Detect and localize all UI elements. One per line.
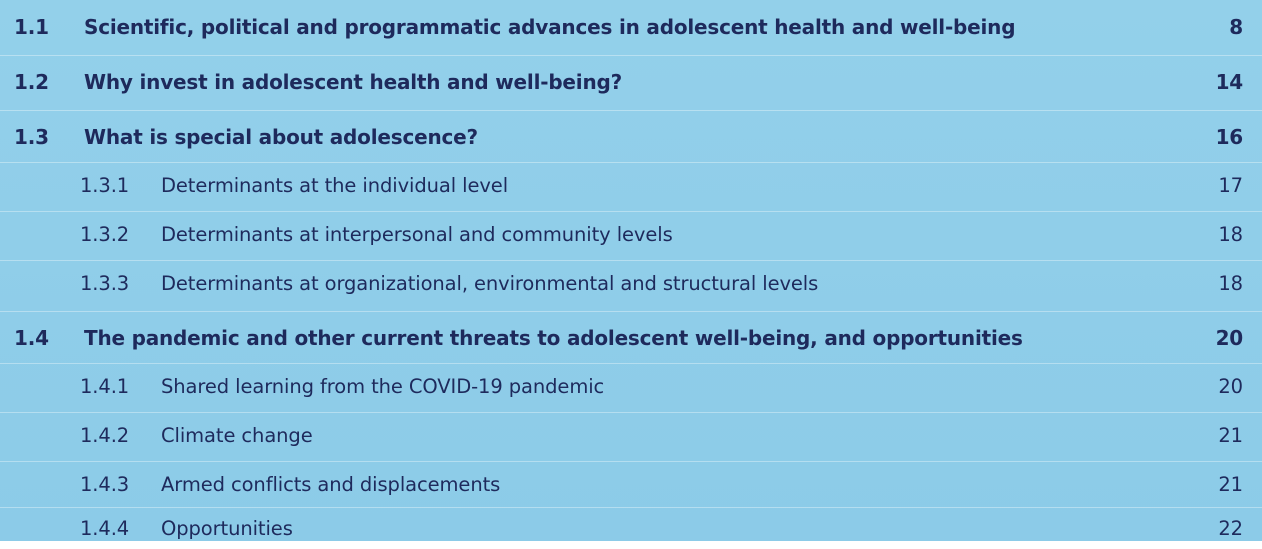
entry-number: 1.4.3	[80, 473, 130, 496]
row-separator	[0, 260, 1262, 261]
toc-entry: 1.2 Why invest in adolescent health and w…	[0, 62, 1262, 102]
entry-number: 1.3.2	[80, 223, 130, 246]
entry-number: 1.2	[14, 70, 49, 94]
entry-page: 22	[1218, 517, 1243, 540]
entry-page: 21	[1218, 424, 1243, 447]
toc-entry: 1.4.2 Climate change 21	[0, 416, 1262, 456]
entry-page: 17	[1218, 174, 1243, 197]
entry-number: 1.3.1	[80, 174, 130, 197]
toc-entry: 1.4.4 Opportunities 22	[0, 509, 1262, 549]
entry-title: Scientific, political and programmatic a…	[84, 15, 1016, 39]
toc-entry: 1.4 The pandemic and other current threat…	[0, 318, 1262, 358]
entry-title: Climate change	[161, 424, 313, 447]
entry-number: 1.3	[14, 125, 49, 149]
toc-entry: 1.3.3 Determinants at organizational, env…	[0, 264, 1262, 304]
entry-title: Armed conflicts and displacements	[161, 473, 501, 496]
row-separator	[0, 110, 1262, 111]
toc-entry: 1.4.1 Shared learning from the COVID-19 p…	[0, 367, 1262, 407]
row-separator	[0, 363, 1262, 364]
toc-entry: 1.3.1 Determinants at the individual leve…	[0, 166, 1262, 206]
toc-entry: 1.4.3 Armed conflicts and displacements 21	[0, 465, 1262, 505]
entry-page: 20	[1215, 326, 1244, 350]
row-separator	[0, 162, 1262, 163]
entry-number: 1.1	[14, 15, 49, 39]
entry-number: 1.4.1	[80, 375, 130, 398]
entry-number: 1.4	[14, 326, 49, 350]
entry-page: 14	[1215, 70, 1244, 94]
entry-page: 16	[1215, 125, 1244, 149]
toc-entry: 1.3 What is special about adolescence? 16	[0, 117, 1262, 157]
row-separator	[0, 412, 1262, 413]
entry-page: 18	[1218, 272, 1243, 295]
row-separator	[0, 55, 1262, 56]
row-separator	[0, 507, 1262, 508]
toc-entry: 1.3.2 Determinants at interpersonal and c…	[0, 215, 1262, 255]
entry-title: Determinants at organizational, environm…	[161, 272, 819, 295]
row-separator	[0, 211, 1262, 212]
toc-entry: 1.1 Scientific, political and programmati…	[0, 7, 1262, 47]
entry-number: 1.4.4	[80, 517, 130, 540]
entry-number: 1.3.3	[80, 272, 130, 295]
entry-title: Opportunities	[161, 517, 293, 540]
entry-page: 8	[1229, 15, 1243, 39]
entry-page: 18	[1218, 223, 1243, 246]
row-separator	[0, 311, 1262, 312]
entry-title: Why invest in adolescent health and well…	[84, 70, 623, 94]
entry-page: 20	[1218, 375, 1243, 398]
row-separator	[0, 461, 1262, 462]
entry-title: Determinants at the individual level	[161, 174, 509, 197]
entry-title: The pandemic and other current threats t…	[84, 326, 1023, 350]
entry-page: 21	[1218, 473, 1243, 496]
entry-number: 1.4.2	[80, 424, 130, 447]
entry-title: What is special about adolescence?	[84, 125, 478, 149]
entry-title: Determinants at interpersonal and commun…	[161, 223, 673, 246]
entry-title: Shared learning from the COVID-19 pandem…	[161, 375, 605, 398]
